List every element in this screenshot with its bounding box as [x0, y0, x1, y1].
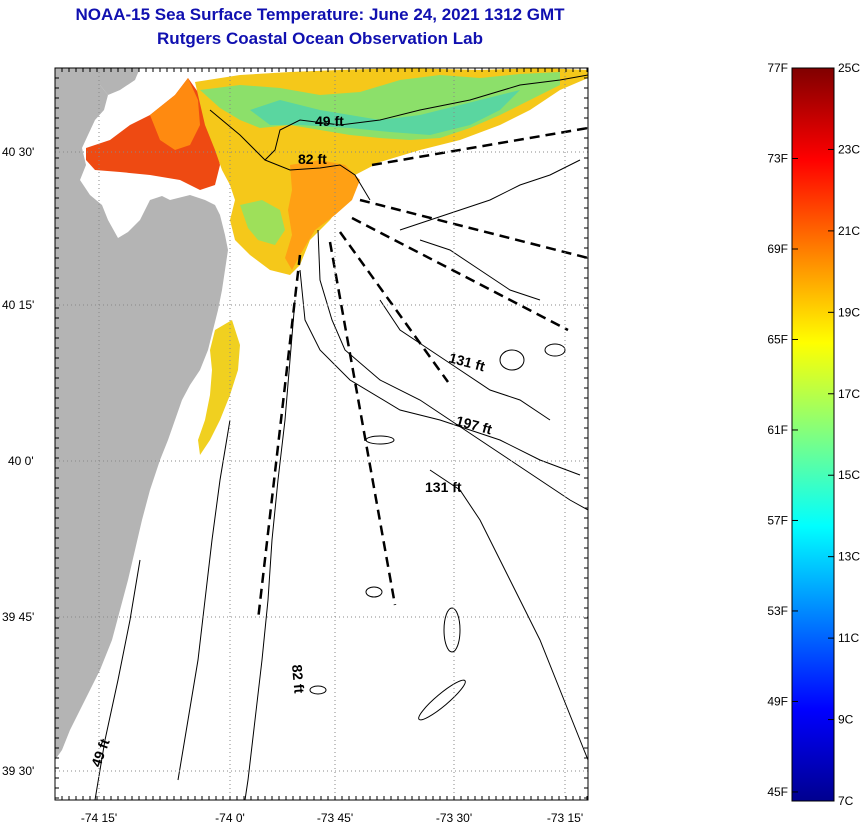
- lat-label: 40 15': [2, 298, 34, 312]
- green-plume: [240, 200, 285, 245]
- land-north: [100, 68, 140, 95]
- colorbar-celsius-label: 25C: [838, 61, 860, 75]
- cool-patch: [250, 90, 520, 135]
- colorbar-celsius-label: 7C: [838, 794, 854, 808]
- lat-label: 39 45': [2, 610, 34, 624]
- colorbar-celsius-label: 23C: [838, 142, 860, 156]
- colorbar-fahrenheit-label: 61F: [767, 423, 788, 437]
- map-subtitle: Rutgers Coastal Ocean Observation Lab: [157, 29, 483, 48]
- lat-label: 40 0': [8, 454, 34, 468]
- colorbar-celsius-label: 21C: [838, 224, 860, 238]
- colorbar-fahrenheit-label: 69F: [767, 242, 788, 256]
- land-mass: [55, 68, 228, 760]
- colorbar-fahrenheit-label: 49F: [767, 694, 788, 708]
- colorbar-fahrenheit-label: 77F: [767, 61, 788, 75]
- colorbar-gradient: [791, 67, 835, 802]
- colorbar-celsius-label: 9C: [838, 713, 854, 727]
- dashed-transects: [256, 126, 588, 621]
- contour-label-82ft-south: 82 ft: [289, 664, 307, 694]
- colorbar-ticks: 25C 23C 21C 19C 17C 15C 13C 11C 9C 7C 77F 73F 69F 65F…: [767, 61, 860, 808]
- colorbar-celsius-label: 15C: [838, 468, 860, 482]
- orange-plume: [285, 160, 360, 270]
- lat-label: 40 30': [2, 145, 34, 159]
- frame-ticks: [54, 67, 588, 800]
- colorbar-celsius-label: 19C: [838, 305, 860, 319]
- contour-label-49ft: 49 ft: [315, 113, 344, 129]
- colorbar-fahrenheit-label: 65F: [767, 332, 788, 346]
- colorbar-fahrenheit-label: 45F: [767, 785, 788, 799]
- colorbar-fahrenheit-label: 53F: [767, 604, 788, 618]
- lon-label: -73 45': [317, 811, 353, 825]
- colorbar-celsius-label: 13C: [838, 550, 860, 564]
- orange-patch: [150, 78, 200, 150]
- colorbar-celsius-label: 17C: [838, 387, 860, 401]
- lat-label: 39 30': [2, 764, 34, 778]
- lon-label: -74 15': [81, 811, 117, 825]
- yellow-coastal-strip: [198, 320, 240, 455]
- lon-label: -73 15': [547, 811, 583, 825]
- lon-label: -74 0': [215, 811, 245, 825]
- grid-lines: [55, 68, 588, 800]
- colorbar-celsius-label: 11C: [838, 631, 859, 645]
- contour-label-82ft: 82 ft: [298, 151, 327, 167]
- colorbar-fahrenheit-label: 57F: [767, 513, 788, 527]
- contour-label-131ft-south: 131 ft: [425, 479, 462, 495]
- map-title: NOAA-15 Sea Surface Temperature: June 24…: [75, 5, 565, 24]
- bathymetry-contours: [94, 74, 588, 800]
- colorbar-fahrenheit-label: 73F: [767, 151, 788, 165]
- lon-label: -73 30': [436, 811, 472, 825]
